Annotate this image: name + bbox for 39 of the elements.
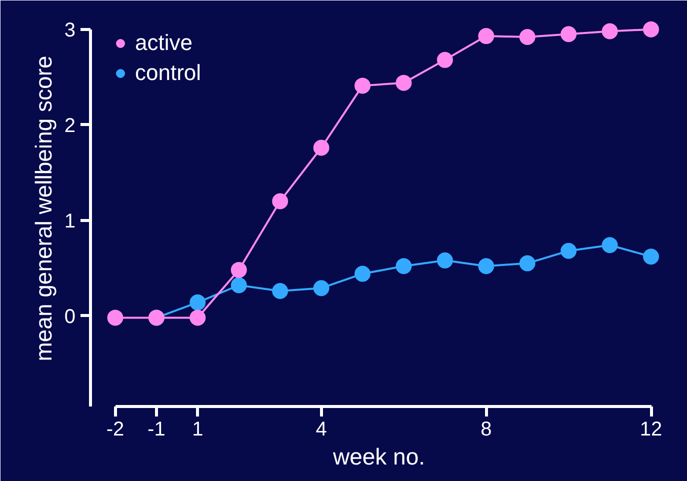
point — [396, 74, 412, 91]
point — [478, 258, 494, 274]
y-tick-label: 1 — [64, 210, 76, 232]
y-tick-label: 2 — [64, 114, 76, 137]
point — [643, 248, 660, 265]
y-axis-title: mean general wellbeing score — [30, 56, 56, 362]
point — [519, 255, 536, 272]
point — [313, 140, 330, 156]
point — [354, 266, 371, 282]
point — [190, 294, 206, 310]
point — [230, 277, 247, 294]
x-tick-label: 12 — [640, 418, 662, 440]
legend-label: active — [135, 30, 192, 56]
point — [436, 252, 453, 268]
x-tick-label: 4 — [316, 418, 327, 440]
y-tick-label: 0 — [64, 306, 76, 328]
point — [190, 310, 206, 326]
point — [272, 193, 288, 210]
x-tick-label: -2 — [106, 418, 124, 440]
x-tick-label: 1 — [192, 418, 204, 440]
point — [602, 237, 618, 254]
point — [478, 28, 494, 44]
point — [436, 52, 453, 68]
legend-label: control — [135, 60, 202, 86]
point — [519, 29, 536, 45]
point — [602, 23, 618, 40]
point — [396, 258, 412, 274]
point — [107, 310, 124, 326]
point — [272, 282, 288, 299]
point — [560, 26, 577, 42]
x-axis-title: week no. — [332, 444, 426, 470]
point — [354, 78, 371, 94]
point — [230, 262, 247, 278]
point — [313, 280, 330, 296]
point — [560, 242, 577, 259]
y-tick-label: 3 — [64, 19, 76, 42]
point — [643, 21, 660, 38]
x-tick-label: -1 — [148, 418, 166, 440]
x-tick-label: 8 — [480, 418, 492, 440]
